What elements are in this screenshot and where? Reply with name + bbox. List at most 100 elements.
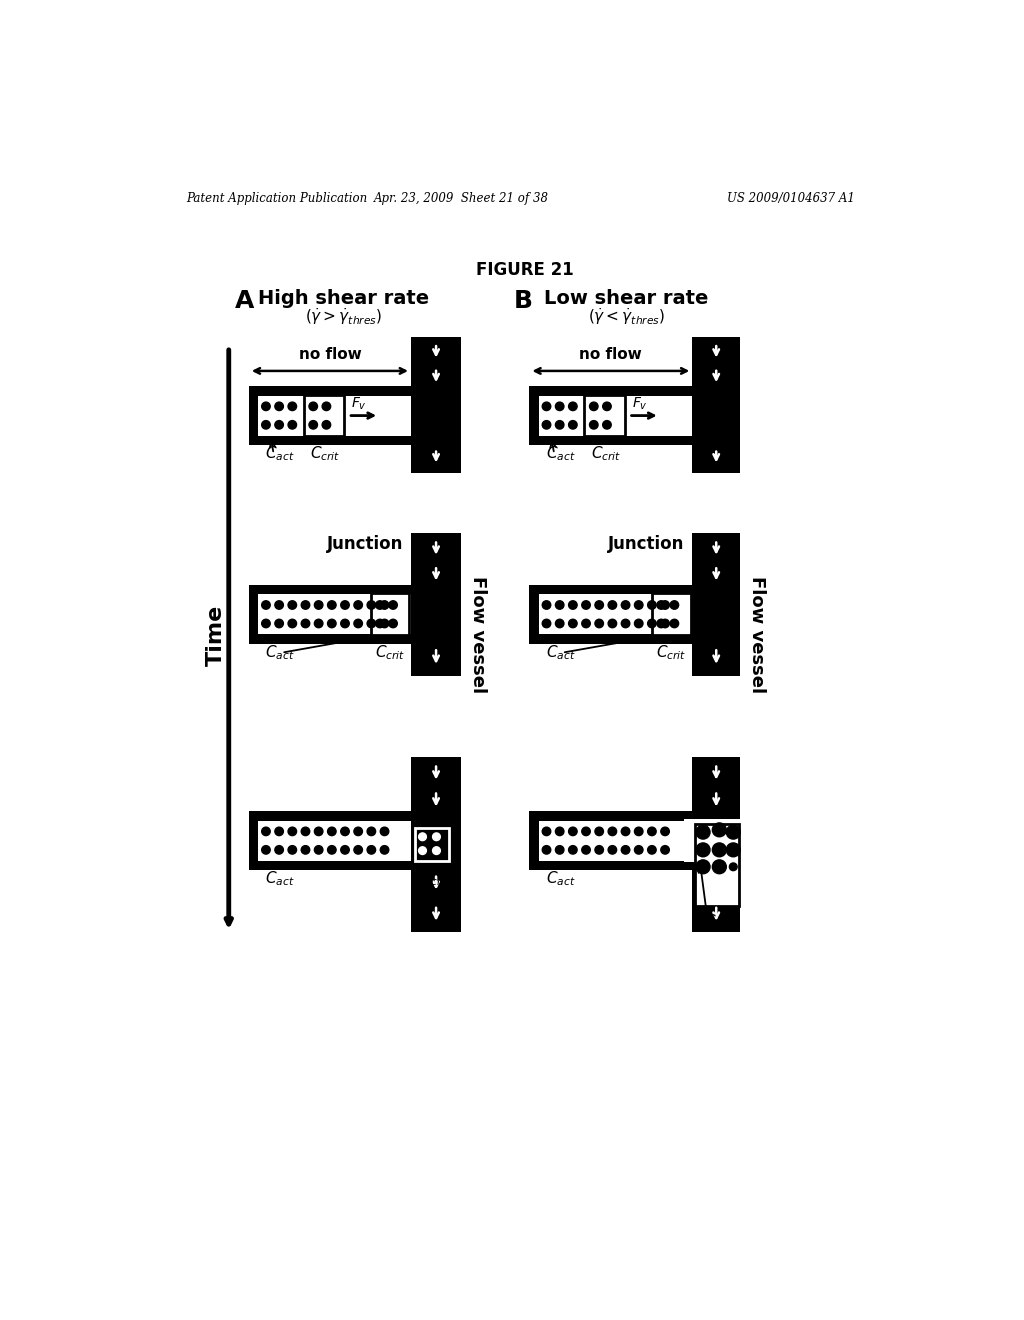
Circle shape	[376, 601, 384, 610]
Circle shape	[713, 843, 726, 857]
Text: Low shear rate: Low shear rate	[544, 289, 709, 308]
Circle shape	[262, 846, 270, 854]
Bar	[411, 337, 461, 473]
Circle shape	[314, 619, 323, 628]
Circle shape	[262, 619, 270, 628]
Bar	[411, 758, 461, 932]
Circle shape	[309, 403, 317, 411]
Circle shape	[603, 421, 611, 429]
Circle shape	[729, 863, 737, 871]
Circle shape	[555, 846, 564, 854]
Bar	[529, 812, 692, 821]
Circle shape	[323, 421, 331, 429]
Bar	[529, 387, 692, 396]
Text: $C_{act}$: $C_{act}$	[546, 643, 575, 663]
Bar	[694, 824, 739, 906]
Text: Flow vessel: Flow vessel	[748, 576, 766, 693]
Bar	[258, 396, 411, 436]
Circle shape	[608, 619, 616, 628]
Circle shape	[568, 601, 578, 610]
Circle shape	[288, 828, 297, 836]
Circle shape	[543, 619, 551, 628]
Text: Junction: Junction	[327, 535, 403, 553]
Text: $C_{act}$: $C_{act}$	[265, 870, 295, 888]
Circle shape	[608, 846, 616, 854]
Text: $C_{crit}$: $C_{crit}$	[705, 912, 734, 931]
Circle shape	[323, 403, 331, 411]
Text: Patent Application Publication: Patent Application Publication	[186, 191, 368, 205]
Circle shape	[555, 619, 564, 628]
Circle shape	[262, 828, 270, 836]
Text: $C_{act}$: $C_{act}$	[265, 445, 295, 463]
Circle shape	[635, 619, 643, 628]
Circle shape	[568, 421, 578, 429]
Text: $C_{crit}$: $C_{crit}$	[656, 643, 686, 663]
Circle shape	[622, 828, 630, 836]
Text: B: B	[514, 289, 532, 313]
Circle shape	[696, 843, 710, 857]
Circle shape	[288, 846, 297, 854]
Circle shape	[301, 846, 309, 854]
Circle shape	[341, 828, 349, 836]
Bar	[652, 594, 690, 635]
Bar	[249, 585, 258, 644]
Circle shape	[301, 601, 309, 610]
Circle shape	[670, 619, 679, 628]
Circle shape	[274, 828, 284, 836]
Circle shape	[301, 619, 309, 628]
Text: High shear rate: High shear rate	[258, 289, 429, 308]
Circle shape	[314, 846, 323, 854]
Circle shape	[274, 846, 284, 854]
Circle shape	[314, 601, 323, 610]
Circle shape	[328, 846, 336, 854]
Circle shape	[622, 619, 630, 628]
Bar	[258, 821, 411, 861]
Text: US 2009/0104637 A1: US 2009/0104637 A1	[727, 191, 855, 205]
Circle shape	[647, 619, 656, 628]
Circle shape	[657, 619, 666, 628]
Text: $C_{crit}$: $C_{crit}$	[591, 445, 622, 463]
Circle shape	[713, 822, 726, 837]
Bar	[249, 812, 411, 821]
Text: Time: Time	[206, 605, 225, 667]
Circle shape	[635, 846, 643, 854]
Circle shape	[635, 601, 643, 610]
Text: $C_{crit}$: $C_{crit}$	[375, 643, 406, 663]
Circle shape	[419, 847, 426, 854]
Circle shape	[367, 601, 376, 610]
Circle shape	[543, 421, 551, 429]
Circle shape	[419, 833, 426, 841]
Circle shape	[288, 421, 297, 429]
Bar	[249, 812, 258, 870]
Circle shape	[582, 846, 590, 854]
Circle shape	[582, 601, 590, 610]
Circle shape	[389, 601, 397, 610]
Circle shape	[657, 601, 666, 610]
Circle shape	[380, 619, 389, 628]
Circle shape	[590, 403, 598, 411]
Bar	[684, 818, 742, 862]
Circle shape	[543, 846, 551, 854]
Circle shape	[309, 421, 317, 429]
Circle shape	[432, 833, 440, 841]
Circle shape	[595, 619, 603, 628]
Circle shape	[660, 601, 670, 610]
Circle shape	[582, 619, 590, 628]
Circle shape	[635, 828, 643, 836]
Circle shape	[314, 828, 323, 836]
Bar	[539, 821, 692, 861]
Circle shape	[582, 828, 590, 836]
Circle shape	[555, 421, 564, 429]
Circle shape	[367, 828, 376, 836]
Circle shape	[647, 846, 656, 854]
Circle shape	[354, 828, 362, 836]
Circle shape	[568, 846, 578, 854]
Circle shape	[696, 859, 710, 874]
Bar	[692, 337, 740, 473]
Bar	[249, 585, 411, 594]
Text: $C_{act}$: $C_{act}$	[265, 643, 295, 663]
Circle shape	[543, 601, 551, 610]
Bar	[249, 861, 411, 870]
Bar	[529, 387, 539, 445]
Circle shape	[568, 619, 578, 628]
